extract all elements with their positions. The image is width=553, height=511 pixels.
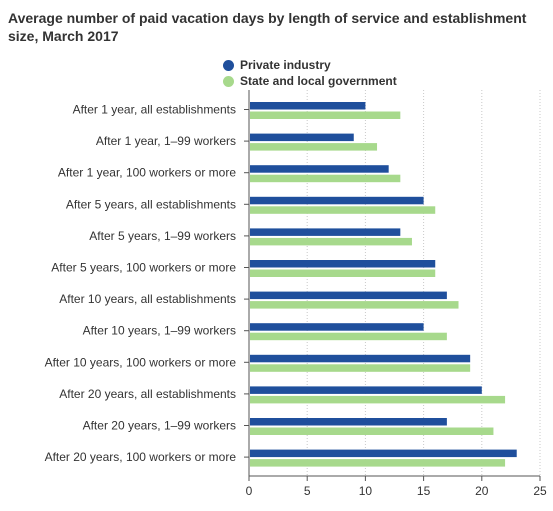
bar-private-industry[interactable] [250, 102, 366, 110]
legend-item-private-industry[interactable]: Private industry [223, 57, 397, 73]
bar-private-industry[interactable] [250, 260, 436, 268]
bar-state-local-government[interactable] [250, 111, 401, 120]
category-label: After 10 years, 1–99 workers [83, 324, 236, 338]
legend-swatch-private-industry [223, 59, 234, 71]
bar-private-industry[interactable] [250, 133, 354, 142]
bar-private-industry[interactable] [250, 196, 424, 205]
bar-private-industry[interactable] [250, 165, 389, 173]
legend-item-state-local-government[interactable]: State and local government [223, 73, 397, 89]
category-label: After 5 years, all establishments [66, 197, 236, 211]
category-label: After 20 years, all establishments [59, 387, 236, 401]
x-tick-label: 25 [533, 484, 547, 498]
category-label: After 20 years, 100 workers or more [45, 450, 237, 464]
category-label: After 20 years, 1–99 workers [83, 419, 236, 433]
x-tick-label: 15 [417, 484, 431, 498]
bar-private-industry[interactable] [250, 386, 482, 394]
bar-state-local-government[interactable] [250, 332, 447, 341]
bar-private-industry[interactable] [250, 291, 447, 300]
bar-state-local-government[interactable] [250, 395, 506, 404]
x-tick-label: 10 [359, 484, 373, 498]
category-label: After 1 year, all establishments [73, 103, 236, 117]
bar-state-local-government[interactable] [250, 364, 471, 372]
x-tick-label: 5 [304, 484, 311, 498]
legend-label-private-industry: Private industry [240, 58, 331, 72]
category-label: After 5 years, 1–99 workers [89, 229, 236, 243]
bar-private-industry[interactable] [250, 418, 447, 426]
bar-private-industry[interactable] [250, 323, 424, 331]
bar-private-industry[interactable] [250, 228, 401, 236]
x-tick-label: 20 [475, 484, 489, 498]
legend-label-state-local-government: State and local government [240, 74, 397, 88]
bar-state-local-government[interactable] [250, 301, 459, 309]
bar-state-local-government[interactable] [250, 269, 436, 278]
x-tick-label: 0 [246, 484, 253, 498]
category-label: After 1 year, 100 workers or more [58, 166, 236, 180]
bar-state-local-government[interactable] [250, 206, 436, 214]
category-label: After 10 years, all establishments [59, 292, 236, 306]
category-label: After 1 year, 1–99 workers [96, 134, 236, 148]
bar-private-industry[interactable] [250, 354, 471, 363]
bar-private-industry[interactable] [250, 449, 517, 458]
bar-state-local-government[interactable] [250, 143, 378, 151]
legend-swatch-state-local-government [223, 75, 234, 87]
chart-legend: Private industry State and local governm… [223, 57, 397, 89]
category-label: After 10 years, 100 workers or more [45, 355, 237, 369]
bar-state-local-government[interactable] [250, 427, 494, 436]
bar-state-local-government[interactable] [250, 174, 401, 183]
bar-state-local-government[interactable] [250, 459, 506, 467]
bar-state-local-government[interactable] [250, 237, 412, 246]
category-label: After 5 years, 100 workers or more [51, 261, 236, 275]
chart-title: Average number of paid vacation days by … [8, 10, 527, 44]
